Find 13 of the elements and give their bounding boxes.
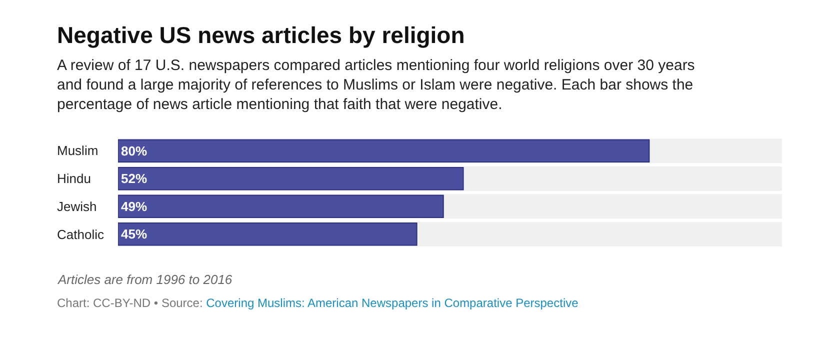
y-tick-label: Hindu xyxy=(57,171,91,186)
text: Articles are from 1996 to 2016 xyxy=(57,272,233,287)
text: Covering Muslims: American Newspapers in Comparative Perspective xyxy=(206,296,579,310)
y-tick-label: Catholic xyxy=(57,227,104,242)
y-tick-label: Jewish xyxy=(57,199,97,214)
text: Chart: CC-BY-ND • Source: xyxy=(57,296,203,310)
chart-title: Negative US news articles by religion xyxy=(57,22,465,48)
data-label: 80% xyxy=(121,143,148,158)
data-label: 49% xyxy=(121,198,148,214)
data-label: 52% xyxy=(121,171,148,186)
data-label: 45% xyxy=(121,226,148,242)
y-tick-label: Muslim xyxy=(57,143,98,158)
chart-subtitle: A review of 17 U.S. newspapers compared articles mentioning four world religions over 30 years and found a large majority of references to Muslims or Islam were negative. Each bar shows the percentage of news article mentioning that faith that were negative. xyxy=(57,57,695,113)
